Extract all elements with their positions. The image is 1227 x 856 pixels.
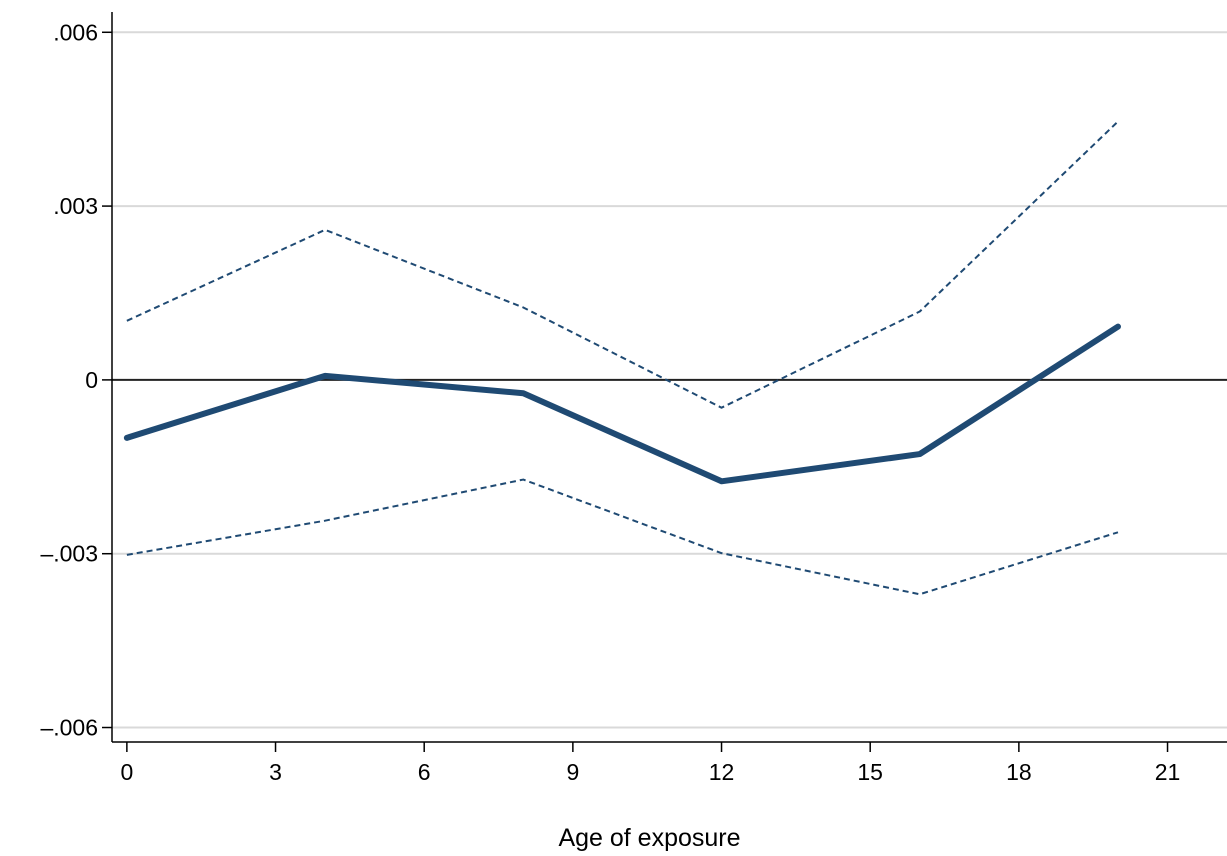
- y-tick-label: .003: [53, 193, 98, 219]
- x-tick-label: 21: [1155, 759, 1181, 785]
- x-tick-label: 3: [269, 759, 282, 785]
- x-tick-label: 15: [857, 759, 883, 785]
- y-tick-label: 0: [85, 367, 98, 393]
- x-tick-label: 18: [1006, 759, 1032, 785]
- y-tick-label: .006: [53, 19, 98, 45]
- series-line-ci-upper: [126, 120, 1119, 409]
- x-tick-label: 0: [120, 759, 133, 785]
- y-tick-label: –.006: [40, 715, 98, 741]
- series-line-ci-lower: [126, 478, 1119, 596]
- grid-layer: [112, 31, 1227, 729]
- x-tick-label: 12: [709, 759, 735, 785]
- x-tick-label: 6: [418, 759, 431, 785]
- x-axis-title: Age of exposure: [558, 824, 740, 852]
- axis-layer: [102, 12, 1227, 752]
- series-line-estimate: [123, 323, 1121, 485]
- y-tick-label: –.003: [40, 541, 98, 567]
- series-layer: [123, 120, 1121, 596]
- x-tick-label: 9: [566, 759, 579, 785]
- label-layer: –.006 –.003 0 .003 .006 0 3 6 9 12 15 18 21 Age of ex…: [40, 19, 1180, 852]
